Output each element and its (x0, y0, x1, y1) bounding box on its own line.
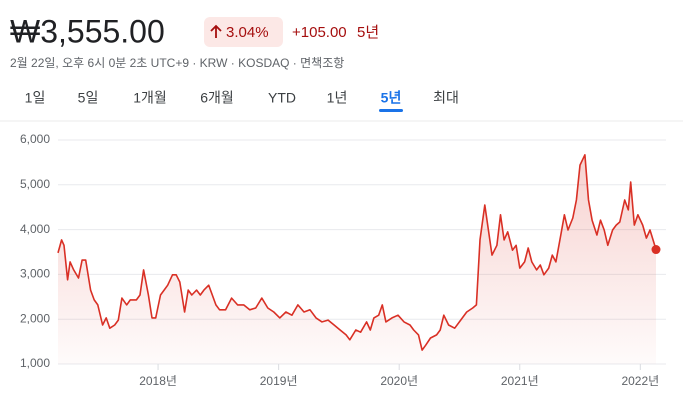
tab[interactable]: 1년 (327, 90, 348, 106)
plot: 1,000 2,000 3,000 4,000 5,000 6,000 2018년 2019년… (20, 132, 666, 388)
x-tick-label: 2021년 (501, 374, 539, 388)
last-point (651, 245, 661, 255)
up-arrow (210, 24, 222, 38)
tab[interactable]: 1일 (25, 90, 46, 106)
tab[interactable]: 최대 (433, 90, 459, 106)
x-tick-label: 2020년 (380, 374, 418, 388)
x-tick-label: 2019년 (260, 374, 298, 388)
x-tick-label: 2018년 (139, 374, 177, 388)
y-tick-label: 2,000 (20, 311, 50, 325)
area (58, 154, 656, 364)
y-tick-label: 1,000 (20, 356, 50, 370)
price: ₩3,555.00 (10, 13, 165, 49)
tab[interactable]: 5년 (381, 90, 402, 106)
tabs: 1일 5일 1개월 6개월 YTD 1년 5년 최대 (25, 90, 459, 112)
y-tick-label: 6,000 (20, 132, 50, 146)
info-line: 2월 22일, 오후 6시 0분 2초 UTC+9 · KRW · KOSDAQ… (10, 55, 344, 70)
period: 5년 (357, 24, 379, 41)
change-badge (204, 17, 283, 47)
y-tick-label: 4,000 (20, 222, 50, 236)
tab[interactable]: YTD (268, 90, 296, 106)
x-tick-label: 2022년 (621, 374, 659, 388)
tab[interactable]: 1개월 (133, 90, 167, 106)
tab-underline (379, 109, 403, 112)
price-line (57, 154, 657, 351)
y-tick-label: 3,000 (20, 267, 50, 281)
tab[interactable]: 6개월 (200, 90, 234, 106)
y-tick-label: 5,000 (20, 177, 50, 191)
change: +105.00 (292, 24, 347, 41)
change-percent: 3.04% (226, 24, 269, 41)
tab[interactable]: 5일 (78, 90, 99, 106)
